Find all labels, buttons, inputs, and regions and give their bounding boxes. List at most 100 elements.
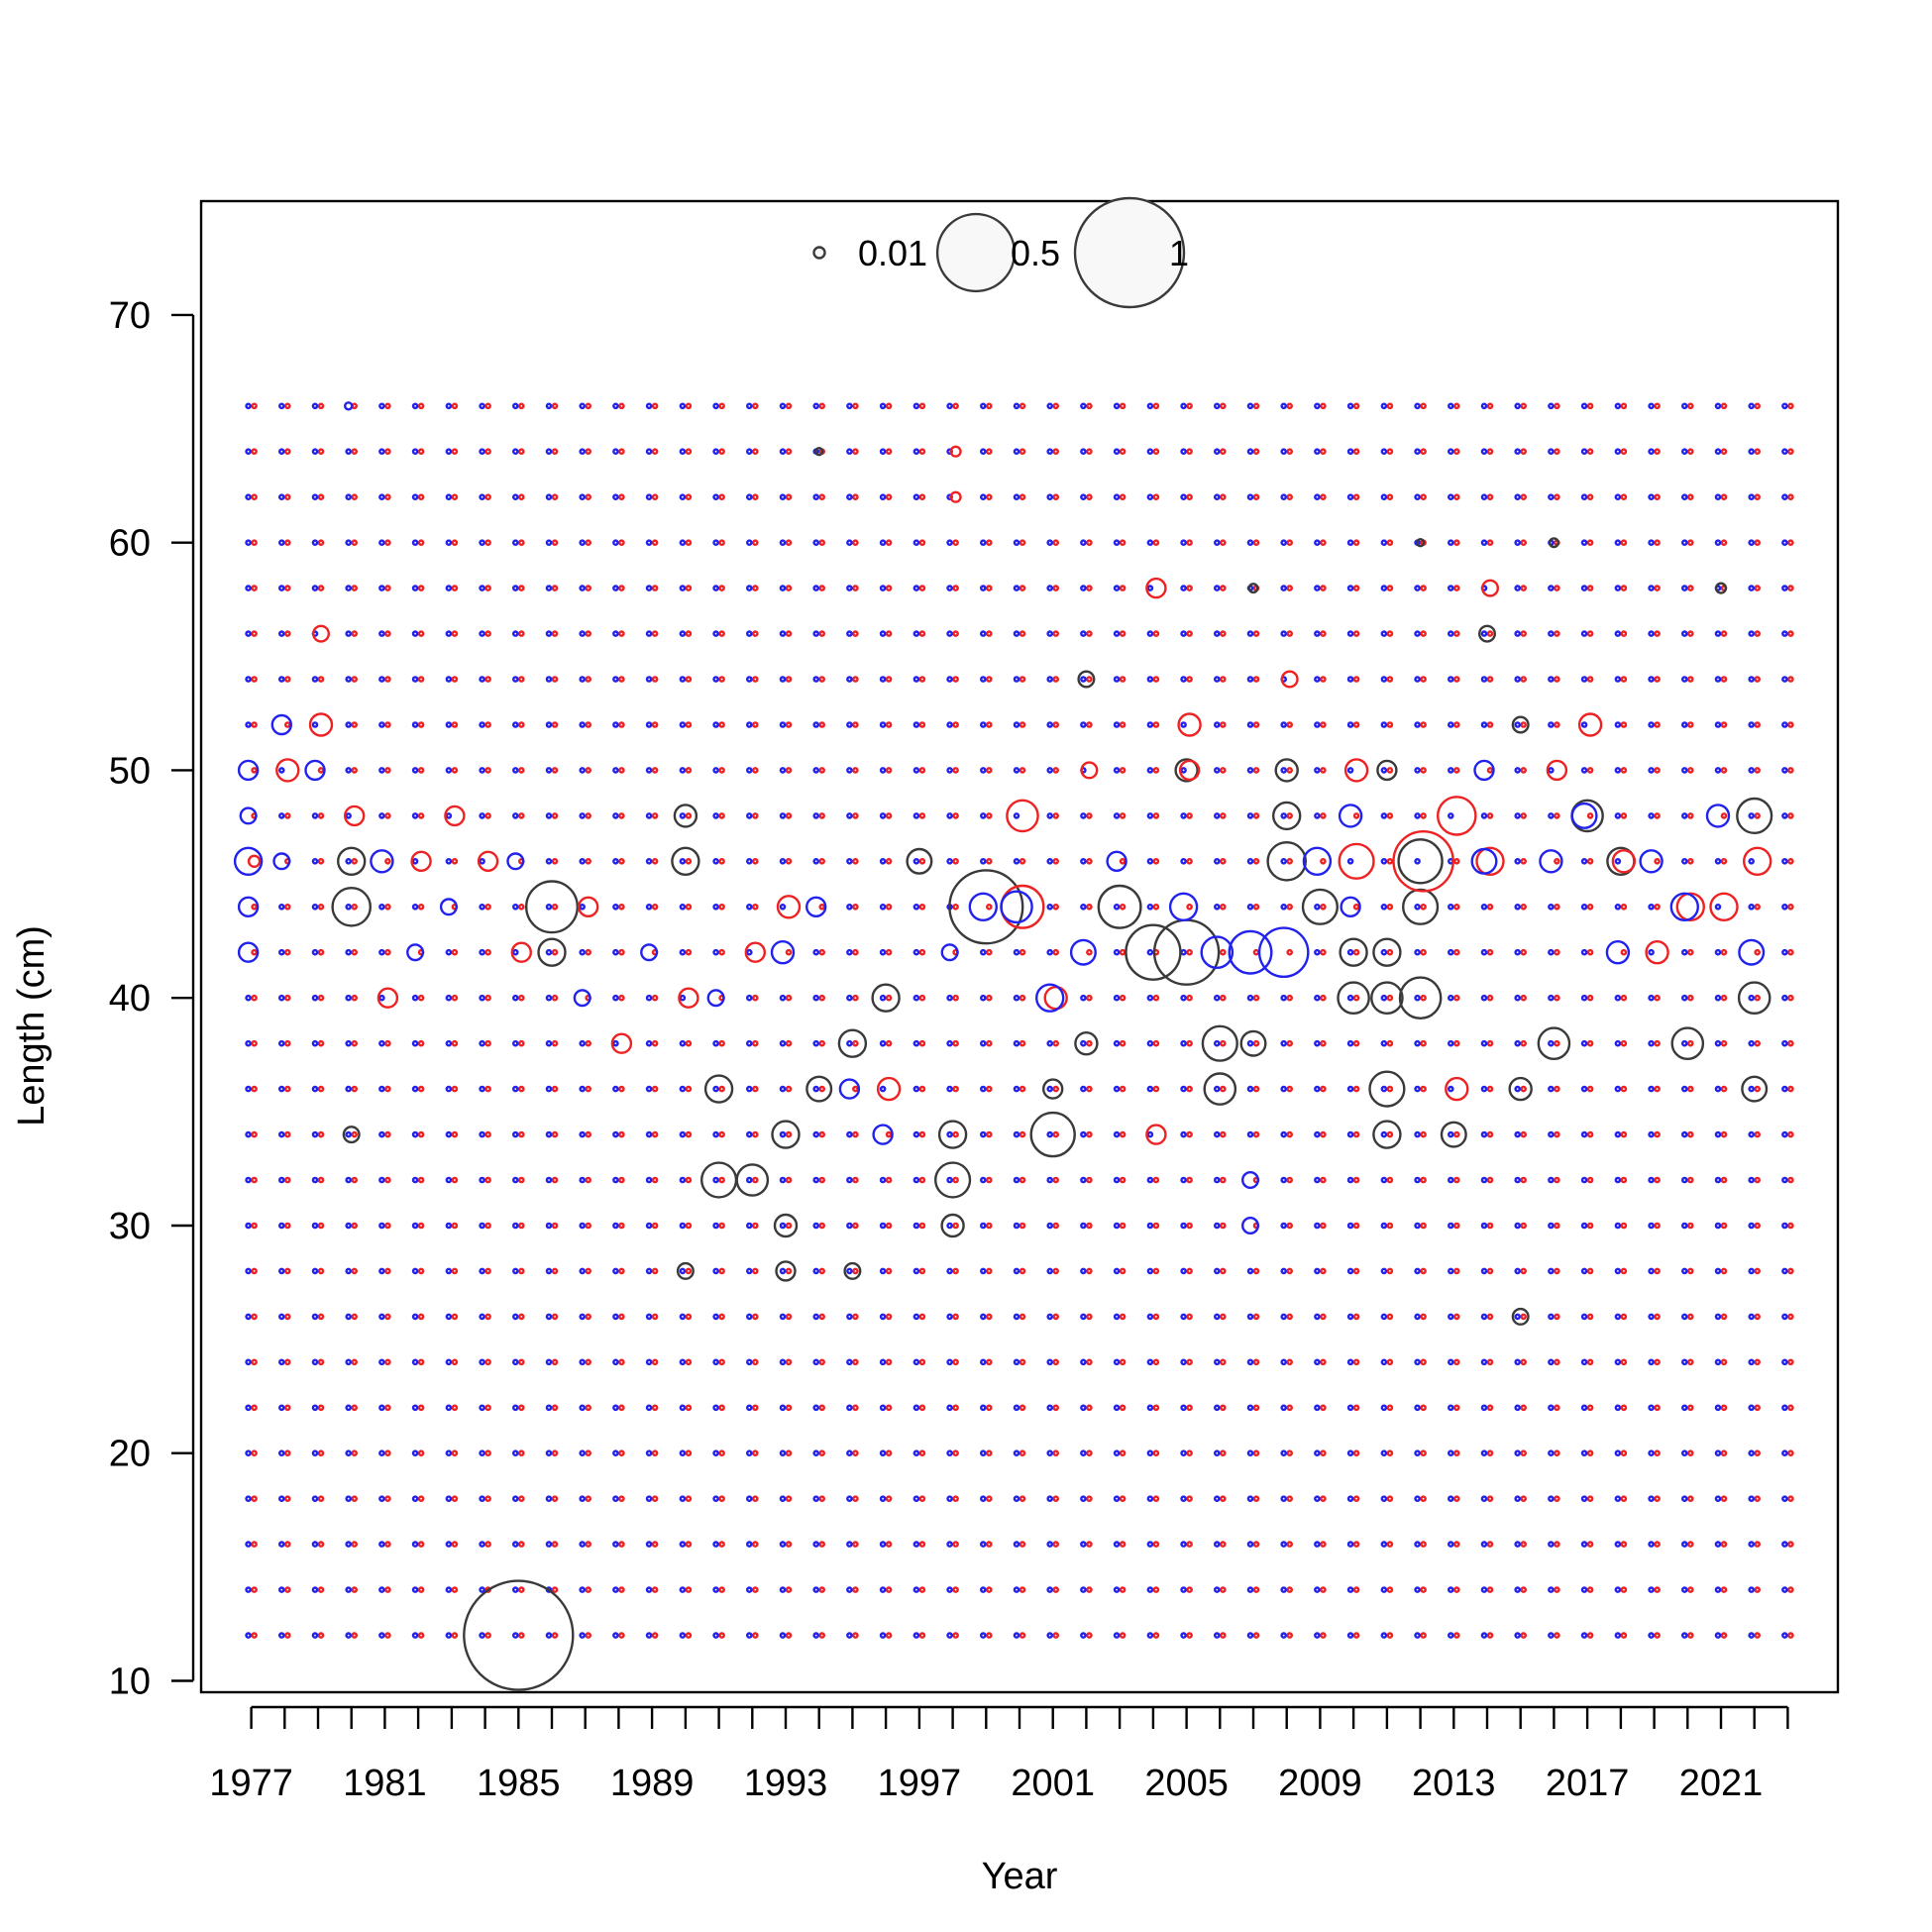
bubble-red-1992-26 xyxy=(752,1313,759,1321)
bubble-blue-1983-38 xyxy=(445,1039,453,1047)
bubble-blue-2010-54 xyxy=(1346,676,1354,683)
bubble-red-1982-46 xyxy=(410,850,432,872)
bubble-red-1998-56 xyxy=(952,630,959,637)
bubble-red-1993-36 xyxy=(785,1085,793,1093)
bubble-blue-1990-16 xyxy=(679,1541,687,1548)
bubble-blue-2012-58 xyxy=(1414,585,1421,591)
bubble-blue-1982-20 xyxy=(411,1449,419,1456)
bubble-blue-2020-18 xyxy=(1681,1495,1688,1502)
bubble-blue-2019-54 xyxy=(1648,676,1655,683)
bubble-blue-1983-40 xyxy=(445,994,453,1002)
bubble-red-2012-48 xyxy=(1420,812,1427,819)
bubble-red-1982-28 xyxy=(417,1267,425,1275)
bubble-red-1987-12 xyxy=(585,1632,592,1639)
bubble-blue-1987-48 xyxy=(579,812,587,819)
bubble-blue-1992-38 xyxy=(746,1039,753,1047)
bubble-blue-1980-14 xyxy=(345,1586,353,1593)
bubble-red-2011-30 xyxy=(1386,1222,1394,1230)
bubble-red-2017-24 xyxy=(1586,1358,1594,1366)
bubble-blue-2018-44 xyxy=(1614,904,1622,911)
bubble-red-2005-26 xyxy=(1186,1313,1193,1321)
bubble-blue-1982-26 xyxy=(411,1313,419,1321)
bubble-red-2022-42 xyxy=(1754,948,1761,956)
bubble-red-2000-36 xyxy=(1019,1085,1026,1093)
bubble-blue-1979-24 xyxy=(311,1358,319,1366)
bubble-blue-1985-22 xyxy=(512,1404,519,1412)
bubble-blue-2019-14 xyxy=(1648,1586,1655,1593)
bubble-red-2023-24 xyxy=(1787,1358,1794,1366)
bubble-black-2011-40 xyxy=(1370,981,1404,1016)
bubble-red-1998-44 xyxy=(952,904,959,911)
bubble-blue-2020-16 xyxy=(1681,1541,1688,1548)
bubble-red-2008-18 xyxy=(1286,1495,1293,1502)
bubble-blue-1988-48 xyxy=(612,812,619,819)
bubble-blue-2022-58 xyxy=(1748,585,1755,591)
bubble-blue-2003-58 xyxy=(1113,585,1121,591)
bubble-red-1999-40 xyxy=(986,994,993,1002)
bubble-red-2021-36 xyxy=(1720,1085,1728,1093)
bubble-red-1982-50 xyxy=(417,767,425,774)
bubble-red-1995-12 xyxy=(852,1632,859,1639)
bubble-red-2022-40 xyxy=(1754,994,1761,1002)
bubble-blue-2022-16 xyxy=(1748,1541,1755,1548)
bubble-red-2007-28 xyxy=(1252,1267,1260,1275)
bubble-red-1987-36 xyxy=(585,1085,592,1093)
bubble-red-1982-52 xyxy=(417,721,425,728)
bubble-black-2014-56 xyxy=(1477,624,1496,643)
bubble-red-1997-46 xyxy=(918,858,926,865)
bubble-blue-1995-60 xyxy=(846,539,853,547)
bubble-black-2005-50 xyxy=(1174,758,1199,783)
bubble-red-1987-60 xyxy=(585,539,592,547)
bubble-blue-1989-24 xyxy=(645,1358,653,1366)
bubble-red-2011-40 xyxy=(1386,994,1394,1002)
bubble-red-1996-60 xyxy=(885,539,893,547)
bubble-red-1989-52 xyxy=(651,721,659,728)
bubble-blue-2009-20 xyxy=(1314,1449,1321,1456)
bubble-blue-1987-38 xyxy=(579,1039,587,1047)
bubble-blue-2000-64 xyxy=(1013,448,1020,456)
bubble-red-2010-14 xyxy=(1352,1586,1360,1593)
bubble-blue-1981-62 xyxy=(378,493,385,501)
bubble-red-2015-18 xyxy=(1520,1495,1527,1502)
bubble-red-1987-24 xyxy=(585,1358,592,1366)
bubble-red-2016-42 xyxy=(1554,948,1560,956)
bubble-blue-1981-32 xyxy=(378,1176,385,1184)
bubble-blue-2021-60 xyxy=(1714,539,1722,547)
bubble-red-1992-64 xyxy=(752,448,759,456)
bubble-blue-1996-30 xyxy=(879,1222,887,1230)
bubble-red-1989-36 xyxy=(651,1085,659,1093)
bubble-red-2006-26 xyxy=(1220,1313,1227,1321)
bubble-blue-2019-36 xyxy=(1648,1085,1655,1093)
bubble-blue-2016-64 xyxy=(1548,448,1555,456)
bubble-red-1991-32 xyxy=(718,1176,725,1184)
bubble-red-2015-48 xyxy=(1520,812,1527,819)
bubble-blue-2019-24 xyxy=(1648,1358,1655,1366)
bubble-blue-1992-40 xyxy=(746,994,753,1002)
bubble-red-1978-48 xyxy=(283,812,291,819)
bubble-blue-1992-46 xyxy=(746,858,753,865)
bubble-red-2011-42 xyxy=(1386,948,1394,956)
plot-frame xyxy=(199,199,1840,1694)
bubble-blue-2017-18 xyxy=(1580,1495,1588,1502)
bubble-blue-2003-26 xyxy=(1113,1313,1121,1321)
bubble-red-2003-30 xyxy=(1119,1222,1127,1230)
bubble-blue-2007-52 xyxy=(1246,721,1254,728)
bubble-blue-1981-40 xyxy=(378,994,385,1002)
bubble-blue-1984-40 xyxy=(479,994,485,1002)
bubble-blue-2014-64 xyxy=(1480,448,1488,456)
bubble-layer xyxy=(233,401,1794,1691)
bubble-red-1998-38 xyxy=(952,1039,959,1047)
bubble-blue-1986-56 xyxy=(545,630,553,637)
bubble-red-2013-20 xyxy=(1453,1449,1460,1456)
legend-bubble-0.01 xyxy=(812,246,826,260)
bubble-red-1995-50 xyxy=(852,767,859,774)
bubble-blue-1982-54 xyxy=(411,676,419,683)
bubble-red-1989-48 xyxy=(651,812,659,819)
bubble-red-1992-12 xyxy=(752,1632,759,1639)
bubble-red-1979-56 xyxy=(312,624,331,643)
bubble-blue-1993-64 xyxy=(779,448,787,456)
bubble-red-2008-54 xyxy=(1280,670,1299,689)
bubble-blue-1985-38 xyxy=(512,1039,519,1047)
bubble-blue-1978-48 xyxy=(277,812,285,819)
bubble-blue-2001-60 xyxy=(1046,539,1053,547)
